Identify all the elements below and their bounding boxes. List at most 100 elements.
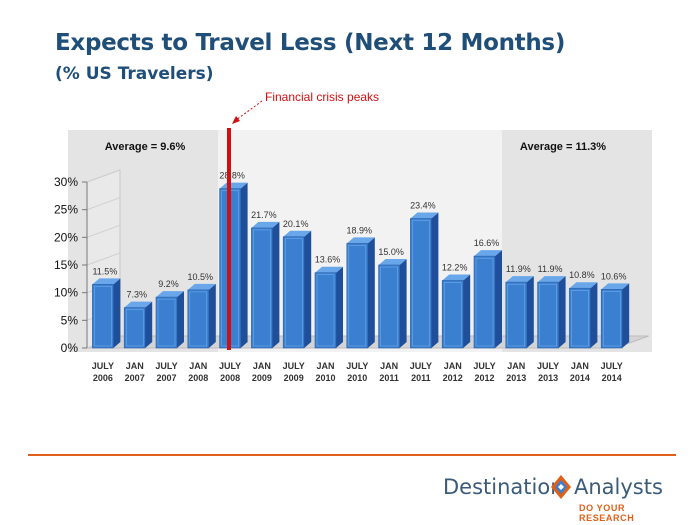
x-tick-label-year: 2007 [156, 373, 176, 383]
x-tick-label-year: 2013 [506, 373, 526, 383]
data-label: 13.6% [315, 255, 341, 265]
y-tick-label: 10% [54, 286, 78, 300]
x-tick-label-year: 2013 [538, 373, 558, 383]
bar [187, 289, 210, 349]
bar-top [410, 212, 439, 219]
bar-side [177, 291, 184, 348]
crisis-arrow-line [235, 100, 263, 121]
bar-top [569, 282, 598, 289]
chart-title: Expects to Travel Less (Next 12 Months) [55, 30, 566, 56]
x-tick-label-month: JULY [283, 361, 305, 371]
bar-top [283, 230, 312, 237]
bar [569, 287, 591, 349]
x-tick-label-year: 2008 [188, 373, 208, 383]
bar-side [526, 276, 534, 348]
bar-side [145, 301, 153, 348]
bar-side [208, 283, 216, 348]
data-label: 23.4% [410, 201, 436, 211]
average-label-right: Average = 11.3% [520, 141, 606, 153]
bar-side [622, 283, 630, 348]
bar [251, 227, 273, 349]
bar-top [187, 283, 216, 290]
logo-text-analysts: Analysts [574, 475, 663, 499]
bar-side [113, 278, 121, 348]
bar [410, 218, 432, 349]
y-tick-depth-line [86, 197, 121, 211]
data-label: 10.8% [569, 270, 595, 280]
y-tick-label: 25% [54, 203, 78, 217]
bar [123, 307, 146, 349]
bar-top [474, 250, 502, 257]
x-tick-label-year: 2012 [443, 373, 463, 383]
x-tick-label-month: JULY [410, 361, 432, 371]
data-label: 10.6% [601, 271, 627, 281]
data-label: 15.0% [378, 247, 404, 257]
bar-highlight [507, 283, 526, 347]
bar-highlight [189, 291, 208, 347]
data-label: 11.5% [92, 266, 117, 276]
data-label: 7.3% [126, 290, 147, 300]
bar-side [336, 266, 343, 348]
bar-side [431, 212, 439, 348]
bar-highlight [412, 220, 430, 347]
bar-top [315, 266, 343, 273]
bar-highlight [284, 238, 303, 347]
x-tick-label-month: JAN [316, 361, 334, 371]
data-label: 16.6% [474, 238, 500, 248]
data-label: 28.8% [219, 171, 245, 181]
bar-side [495, 250, 502, 348]
chart-subtitle: (% US Travelers) [55, 64, 214, 84]
bar [441, 280, 464, 349]
bar-highlight [125, 309, 144, 347]
x-tick-label-month: JULY [155, 361, 177, 371]
data-label: 11.9% [506, 264, 531, 274]
bar-highlight [316, 274, 335, 347]
crisis-arrow-head [232, 116, 240, 124]
y-tick-depth-line [86, 252, 121, 266]
average-label-left: Average = 9.6% [105, 141, 186, 153]
x-tick-label-month: JAN [444, 361, 462, 371]
x-tick-label-month: JULY [346, 361, 368, 371]
bar-top [601, 283, 630, 290]
x-tick-label-month: JAN [126, 361, 144, 371]
x-tick-label-month: JAN [507, 361, 525, 371]
x-tick-label-month: JAN [253, 361, 271, 371]
bar [600, 289, 623, 349]
x-tick-label-year: 2009 [284, 373, 304, 383]
bar-side [399, 259, 407, 348]
bar-side [272, 221, 280, 348]
x-tick-label-year: 2006 [93, 373, 113, 383]
bar-side [367, 237, 375, 348]
x-tick-label-year: 2012 [474, 373, 494, 383]
bar-side [304, 230, 312, 348]
y-tick-depth-line [86, 169, 121, 183]
x-tick-label-year: 2009 [252, 373, 272, 383]
x-tick-label-year: 2011 [411, 373, 431, 383]
x-tick-label-year: 2010 [315, 373, 335, 383]
bar-highlight [380, 266, 398, 347]
bar-top [156, 291, 184, 298]
x-tick-label-month: JAN [189, 361, 207, 371]
diamond-logo-icon [551, 475, 571, 499]
y-tick-label: 5% [61, 313, 79, 327]
data-label: 9.2% [158, 279, 179, 289]
bar [282, 236, 305, 349]
y-tick-label: 20% [54, 230, 78, 244]
bar-highlight [443, 282, 462, 347]
bar [473, 255, 496, 349]
bar-top [346, 237, 375, 244]
x-tick-label-year: 2014 [602, 373, 622, 383]
bar-top [124, 301, 153, 308]
bar [92, 284, 114, 349]
bar [346, 243, 369, 349]
data-label: 11.9% [538, 264, 563, 274]
bar-top [505, 276, 534, 283]
bar [314, 272, 337, 349]
bar-highlight [475, 257, 494, 347]
x-tick-label-month: JULY [601, 361, 623, 371]
bar-side [240, 182, 248, 348]
bar-top [251, 221, 280, 228]
data-label: 12.2% [442, 262, 468, 272]
data-label: 10.5% [188, 272, 214, 282]
